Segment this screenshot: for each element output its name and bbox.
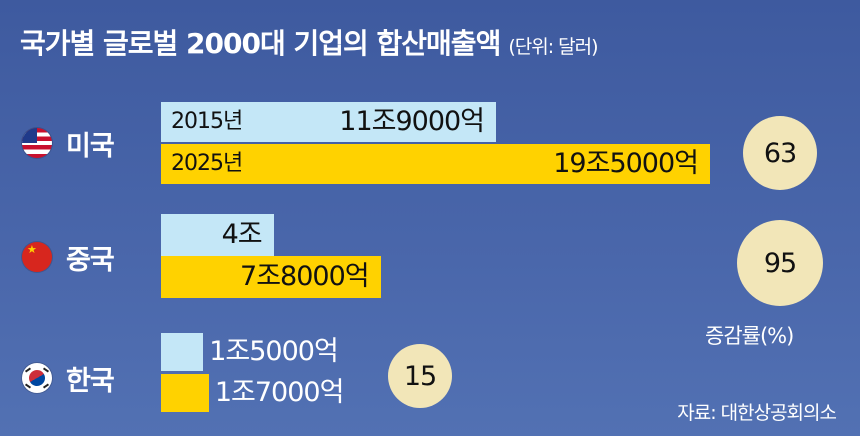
value-label-us-2025: 19조5000억 (553, 148, 699, 179)
growth-value-cn: 95 (763, 247, 797, 279)
value-label-kr-2015: 1조5000억 (209, 336, 339, 367)
korea-flag-icon (22, 363, 52, 393)
bar-kr-2025 (161, 374, 209, 412)
growth-badge-us: 63 (743, 116, 817, 190)
country-row-cn: 중국 (22, 237, 115, 277)
country-row-kr: 한국 (22, 358, 115, 398)
value-label-us-2015: 11조9000억 (339, 106, 485, 137)
year-label-2025: 2025년 (171, 151, 243, 176)
growth-badge-kr: 15 (388, 344, 452, 408)
value-label-cn-2015: 4조 (221, 219, 263, 250)
value-label-kr-2025: 1조7000억 (214, 377, 345, 408)
country-label-us: 미국 (66, 130, 115, 162)
growth-label: 증감률(%) (705, 324, 794, 348)
country-row-us: 미국 (22, 123, 115, 163)
value-label-cn-2025: 7조8000억 (240, 261, 370, 292)
country-label-cn: 중국 (66, 244, 115, 276)
china-flag-icon (22, 242, 52, 272)
unit-text: (단위: 달러) (508, 36, 598, 58)
title-text: 국가별 글로벌 2000대 기업의 합산매출액 (20, 27, 501, 60)
bar-us-2025 (161, 144, 710, 184)
growth-badge-cn: 95 (737, 220, 823, 306)
bar-cn-2025 (161, 256, 381, 298)
growth-value-kr: 15 (403, 360, 437, 392)
year-label-2015: 2015년 (171, 109, 243, 134)
country-label-kr: 한국 (66, 365, 115, 397)
source-text: 자료: 대한상공회의소 (677, 402, 837, 424)
us-flag-icon (22, 128, 52, 158)
bar-kr-2015 (161, 333, 204, 371)
bar-us-2015 (161, 102, 497, 142)
chart-title: 국가별 글로벌 2000대 기업의 합산매출액 (단위: 달러) (20, 22, 599, 62)
growth-value-us: 63 (763, 137, 797, 169)
bar-cn-2015 (161, 214, 274, 256)
